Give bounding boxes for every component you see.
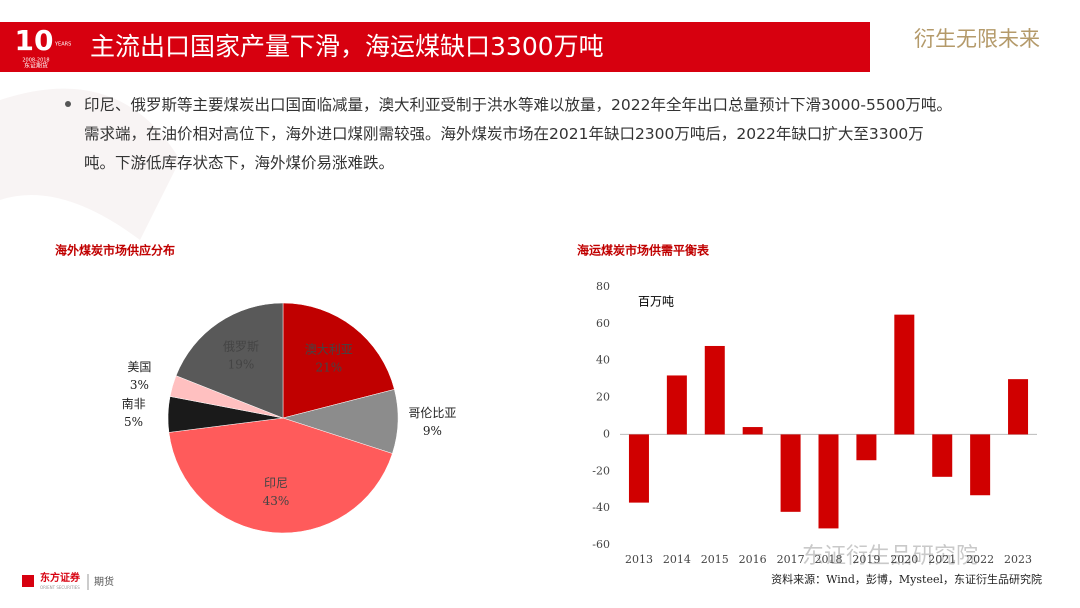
x-tick-label: 2023 — [1004, 553, 1032, 566]
x-tick-label: 2021 — [928, 553, 956, 566]
y-tick-label: 60 — [596, 317, 610, 330]
pie-label: 俄罗斯 — [223, 340, 259, 354]
logo-years: YEARS — [54, 42, 71, 48]
y-tick-label: -20 — [592, 464, 610, 477]
pie-value-label: 5% — [124, 415, 143, 429]
bar — [818, 434, 839, 529]
x-tick-label: 2015 — [701, 553, 729, 566]
pie-value-label: 3% — [130, 378, 149, 392]
bullet-box: 印尼、俄罗斯等主要煤炭出口国面临减量，澳大利亚受制于洪水等难以放量，2022年全… — [84, 96, 952, 172]
pie-value-label: 19% — [228, 358, 255, 372]
x-tick-label: 2017 — [777, 553, 805, 566]
x-tick-label: 2014 — [663, 553, 691, 566]
footer-brand-en: ORIENT SECURITIES — [40, 585, 80, 590]
pie-slice — [168, 417, 393, 534]
pie-label: 澳大利亚 — [305, 342, 353, 356]
logo-number: 10 — [15, 24, 54, 57]
bullet-text: 印尼、俄罗斯等主要煤炭出口国面临减量，澳大利亚受制于洪水等难以放量，2022年全… — [84, 96, 952, 172]
footer-brand: 东方证券 — [40, 571, 81, 584]
x-tick-label: 2016 — [739, 553, 767, 566]
y-tick-label: -60 — [592, 538, 610, 551]
bg-shape — [0, 88, 180, 240]
y-tick-label: 80 — [596, 280, 610, 293]
bar — [666, 375, 687, 435]
chart-title: 海运煤炭市场供需平衡表 — [577, 243, 710, 258]
bar — [628, 434, 649, 503]
source: 资料来源：Wind，彭博，Mysteel，东证衍生品研究院 — [771, 572, 1042, 586]
bar — [1008, 379, 1029, 435]
bar — [894, 314, 915, 435]
y-tick-label: 40 — [596, 354, 610, 367]
x-tick-label: 2019 — [852, 553, 880, 566]
x-tick-label: 2018 — [815, 553, 843, 566]
x-tick-label: 2013 — [625, 553, 653, 566]
pie-label: 南非 — [122, 396, 146, 411]
pie-value-label: 9% — [423, 424, 442, 438]
footer-division: 期货 — [94, 575, 114, 588]
pie-value-label: 21% — [315, 360, 342, 374]
y-tick-label: 0 — [603, 427, 610, 440]
title-bar — [0, 22, 870, 72]
bar — [856, 434, 877, 461]
footer-logo — [22, 575, 34, 587]
title: 主流出口国家产量下滑，海运煤缺口3300万吨 — [90, 32, 604, 61]
bar — [742, 427, 763, 435]
bar — [932, 434, 953, 477]
pie-slice — [175, 302, 284, 419]
logo-range: 2008-2018 — [22, 58, 49, 64]
pie-slice — [282, 302, 395, 419]
pie-label: 哥伦比亚 — [408, 405, 456, 420]
bar — [970, 434, 991, 496]
logo-company: 东证期货 — [24, 62, 48, 70]
pie-label: 美国 — [127, 360, 151, 374]
watermark: 东证衍生品研究院 — [802, 544, 978, 569]
slogan: 衍生无限未来 — [914, 27, 1040, 51]
chart-title: 海外煤炭市场供应分布 — [55, 243, 175, 258]
unit-label: 百万吨 — [638, 295, 674, 309]
y-tick-label: 20 — [596, 391, 610, 404]
x-tick-label: 2020 — [890, 553, 918, 566]
pie-value-label: 43% — [263, 494, 290, 508]
pie-label: 印尼 — [264, 476, 288, 490]
y-tick-label: -40 — [592, 501, 610, 514]
bullet-dot — [65, 101, 71, 107]
x-tick-label: 2022 — [966, 553, 994, 566]
bar — [780, 434, 801, 512]
bar — [704, 345, 725, 435]
